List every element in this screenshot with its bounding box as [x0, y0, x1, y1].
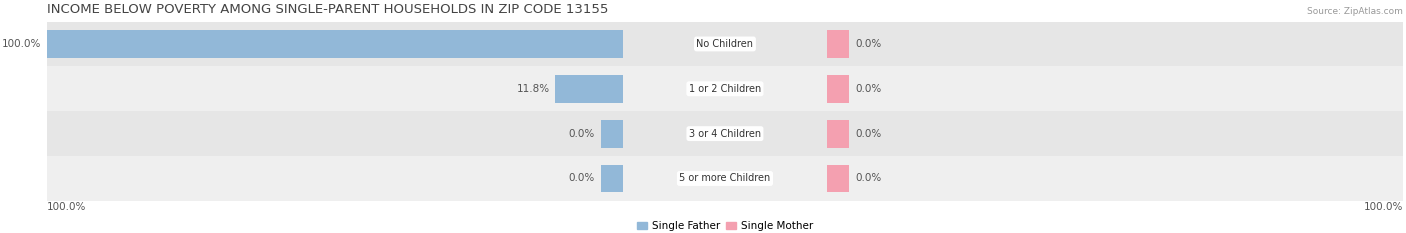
Text: 100.0%: 100.0%: [46, 202, 86, 212]
Text: 0.0%: 0.0%: [568, 174, 595, 183]
Bar: [600, 120, 623, 147]
Text: No Children: No Children: [696, 39, 754, 49]
Text: 100.0%: 100.0%: [1, 39, 41, 49]
Text: 0.0%: 0.0%: [855, 84, 882, 94]
Bar: [827, 75, 849, 103]
Text: INCOME BELOW POVERTY AMONG SINGLE-PARENT HOUSEHOLDS IN ZIP CODE 13155: INCOME BELOW POVERTY AMONG SINGLE-PARENT…: [46, 3, 607, 16]
Text: 0.0%: 0.0%: [855, 174, 882, 183]
Bar: [827, 120, 849, 147]
Text: 0.0%: 0.0%: [568, 129, 595, 139]
Bar: [46, 66, 1403, 111]
Text: 11.8%: 11.8%: [516, 84, 550, 94]
Bar: [555, 75, 623, 103]
Bar: [46, 156, 1403, 201]
Text: 100.0%: 100.0%: [1364, 202, 1403, 212]
Bar: [827, 30, 849, 58]
Text: 5 or more Children: 5 or more Children: [679, 174, 770, 183]
Bar: [46, 21, 1403, 66]
Bar: [46, 111, 1403, 156]
Bar: [600, 164, 623, 192]
Legend: Single Father, Single Mother: Single Father, Single Mother: [637, 221, 813, 231]
Text: 1 or 2 Children: 1 or 2 Children: [689, 84, 761, 94]
Text: Source: ZipAtlas.com: Source: ZipAtlas.com: [1308, 7, 1403, 16]
Bar: [827, 164, 849, 192]
Text: 0.0%: 0.0%: [855, 129, 882, 139]
Bar: [46, 30, 623, 58]
Text: 0.0%: 0.0%: [855, 39, 882, 49]
Text: 3 or 4 Children: 3 or 4 Children: [689, 129, 761, 139]
